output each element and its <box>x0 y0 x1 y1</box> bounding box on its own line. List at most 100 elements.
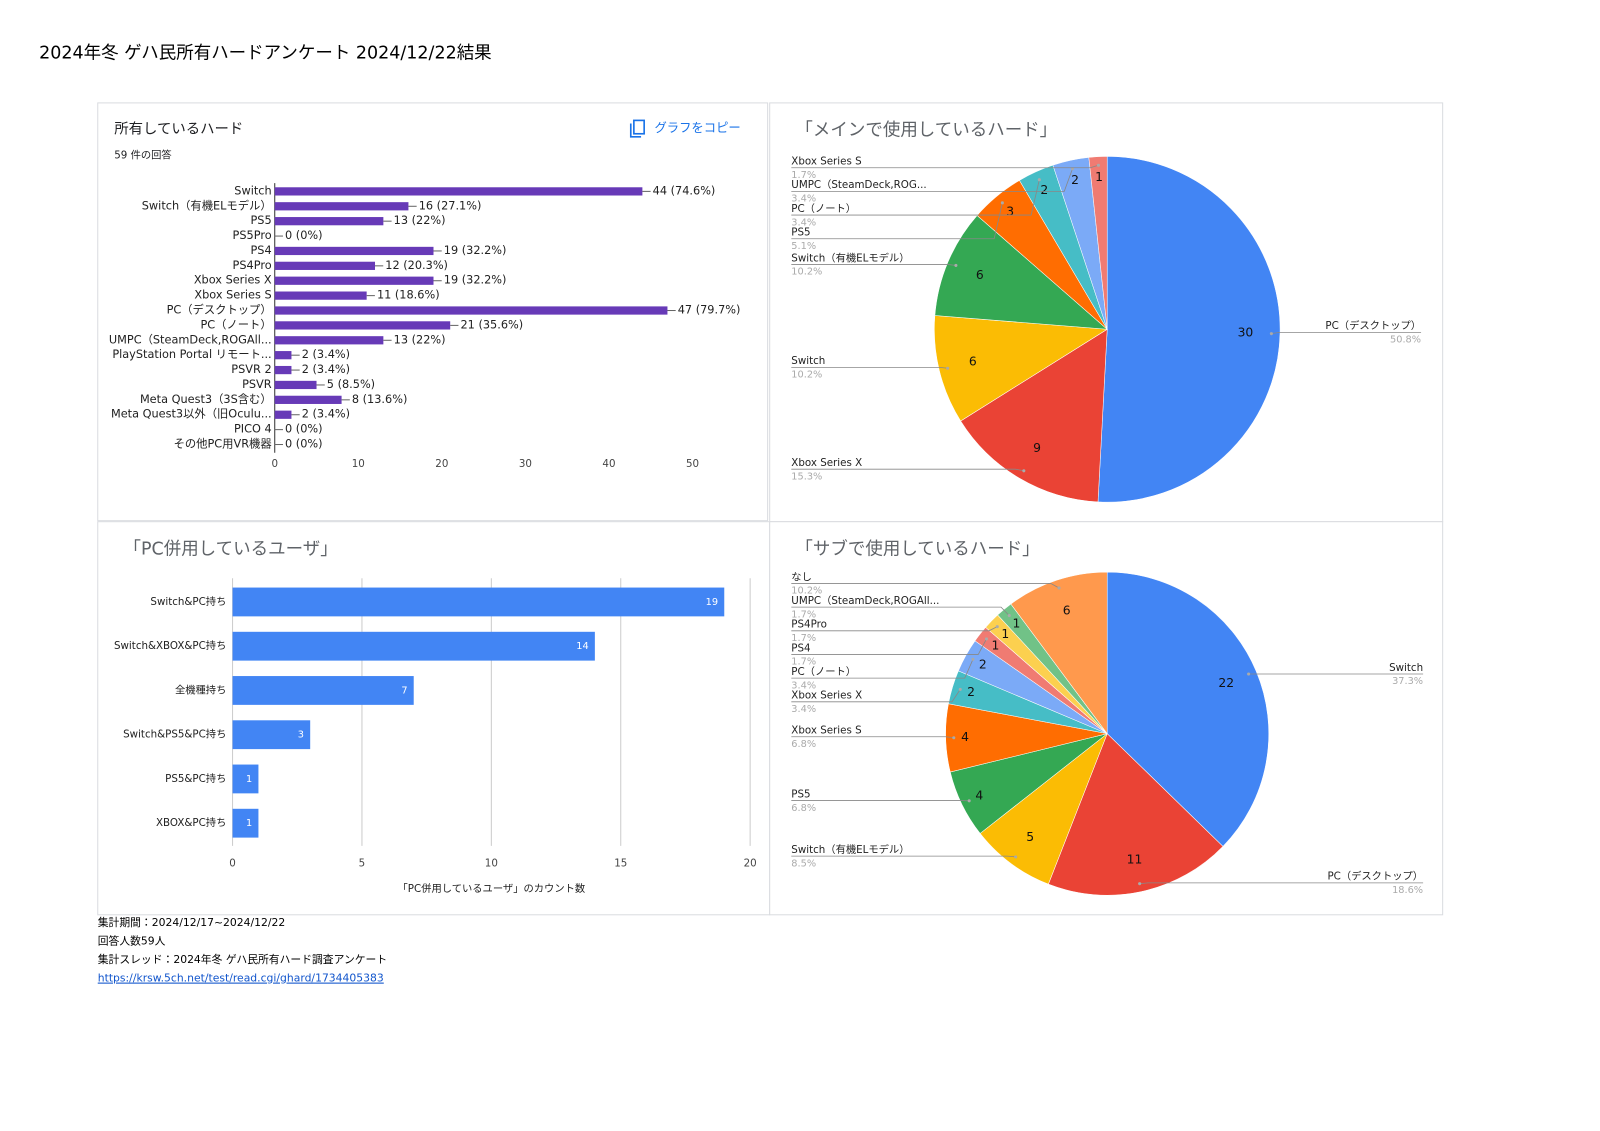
leader-line <box>791 855 1016 858</box>
category-label: Switch&XBOX&PC持ち <box>114 639 226 652</box>
footer-text: 回答人数59人 <box>98 934 166 948</box>
value-label: 2 (3.4%) <box>302 348 350 361</box>
leader-dot <box>1014 855 1018 859</box>
leader-line <box>1139 882 1424 885</box>
category-label: その他PC用VR機器 <box>174 438 273 451</box>
percent-label: 1.7% <box>791 633 816 644</box>
pie-slice <box>934 315 1108 422</box>
value-label: 5 (8.5%) <box>327 378 375 391</box>
leader-line <box>791 659 974 679</box>
percent-label: 50.8% <box>1390 335 1421 346</box>
legend-label: PC（ノート） <box>791 203 856 215</box>
bar <box>274 365 292 375</box>
percent-label: 15.3% <box>791 471 822 482</box>
bar <box>232 720 311 750</box>
leader-line <box>791 583 1060 589</box>
slice-label: 2 <box>1040 183 1048 197</box>
value-label: 1 <box>246 818 252 829</box>
legend-label: PS4 <box>791 642 810 654</box>
x-tick-label: 50 <box>686 458 699 470</box>
value-label: 2 (3.4%) <box>302 408 350 421</box>
value-label: 14 <box>576 641 588 652</box>
value-label: 2 (3.4%) <box>302 363 350 376</box>
bar <box>274 291 367 300</box>
leader-dot <box>1037 178 1041 182</box>
pie-slice <box>934 215 1108 330</box>
percent-label: 18.6% <box>1392 885 1423 896</box>
category-label: Meta Quest3（3S含む） <box>140 393 272 406</box>
footer-text: 集計スレッド：2024年冬 ゲハ民所有ハード調査アンケート <box>98 952 387 966</box>
leader-line <box>791 168 1073 192</box>
leader-dot <box>958 687 962 691</box>
bar <box>232 764 259 794</box>
value-label: 0 (0%) <box>285 229 323 242</box>
value-label: 19 (32.2%) <box>444 274 507 287</box>
pie-slice <box>1088 156 1108 330</box>
slice-label: 3 <box>1006 205 1014 219</box>
footer-link[interactable]: https://krsw.5ch.net/test/read.cgi/ghard… <box>98 972 384 985</box>
value-label: 44 (74.6%) <box>653 184 716 197</box>
percent-label: 3.4% <box>791 217 816 228</box>
legend-label: Switch <box>791 355 825 367</box>
percent-label: 1.7% <box>791 657 816 668</box>
footer-text: 集計期間：2024/12/17~2024/12/22 <box>98 915 286 929</box>
percent-label: 10.2% <box>791 586 822 597</box>
leader-line <box>791 164 1099 169</box>
leader-dot <box>971 657 975 661</box>
bar <box>232 808 259 838</box>
copy-label[interactable]: グラフをコピー <box>654 121 740 135</box>
leader-line <box>791 264 956 266</box>
value-label: 13 (22%) <box>394 214 446 227</box>
page-content: 2024年冬 ゲハ民所有ハードアンケート 2024/12/22結果 所有している… <box>39 44 1444 985</box>
leader-dot <box>1022 469 1026 473</box>
percent-label: 1.7% <box>791 609 816 620</box>
category-label: 全機種持ち <box>175 683 226 696</box>
chart-title: 所有しているハード <box>114 121 243 138</box>
leader-dot <box>954 263 958 267</box>
leader-dot <box>1269 332 1273 336</box>
leader-line <box>791 626 998 632</box>
x-tick-label: 0 <box>229 857 236 869</box>
leader-dot <box>967 799 971 803</box>
slice-label: 1 <box>1001 627 1009 641</box>
leader-line <box>791 606 1010 616</box>
percent-label: 10.2% <box>791 370 822 381</box>
bar <box>274 276 434 285</box>
leader-dot <box>984 637 989 641</box>
copy-icon <box>633 119 645 135</box>
panel <box>97 521 771 916</box>
copy-button[interactable]: グラフをコピー <box>629 119 741 138</box>
category-label: PC（デスクトップ） <box>167 303 272 317</box>
category-label: PS5&PC持ち <box>165 772 226 785</box>
bar <box>274 380 317 390</box>
pie-slice <box>960 328 1108 503</box>
x-tick-label: 5 <box>359 857 366 869</box>
pie-slice <box>1010 571 1108 735</box>
percent-label: 3.4% <box>791 680 816 691</box>
legend-label: PC（デスクトップ） <box>1325 319 1421 332</box>
legend-label: PC（デスクトップ） <box>1327 870 1423 883</box>
bar <box>232 676 414 705</box>
value-label: 0 (0%) <box>285 438 323 451</box>
bar <box>274 187 643 196</box>
legend-label: Switch <box>1389 662 1423 674</box>
bar <box>274 217 384 226</box>
slice-label: 2 <box>1071 173 1079 187</box>
value-label: 19 (32.2%) <box>444 244 507 257</box>
percent-label: 6.8% <box>791 803 816 814</box>
x-tick-label: 40 <box>602 458 615 470</box>
leader-line <box>791 468 1024 472</box>
x-tick-label: 20 <box>435 458 448 470</box>
category-label: Meta Quest3以外（旧Oculu... <box>111 408 272 421</box>
leader-dot <box>1057 586 1061 590</box>
x-axis-label: 「PC併用しているユーザ」のカウント数 <box>398 882 586 895</box>
slice-label: 2 <box>967 685 975 699</box>
value-label: 7 <box>401 685 407 696</box>
x-tick-label: 30 <box>519 458 532 470</box>
pie-slice <box>1048 733 1224 896</box>
category-label: PS4Pro <box>233 259 272 272</box>
legend-label: なし <box>791 571 812 583</box>
percent-label: 37.3% <box>1392 676 1423 687</box>
leader-line <box>791 736 954 739</box>
